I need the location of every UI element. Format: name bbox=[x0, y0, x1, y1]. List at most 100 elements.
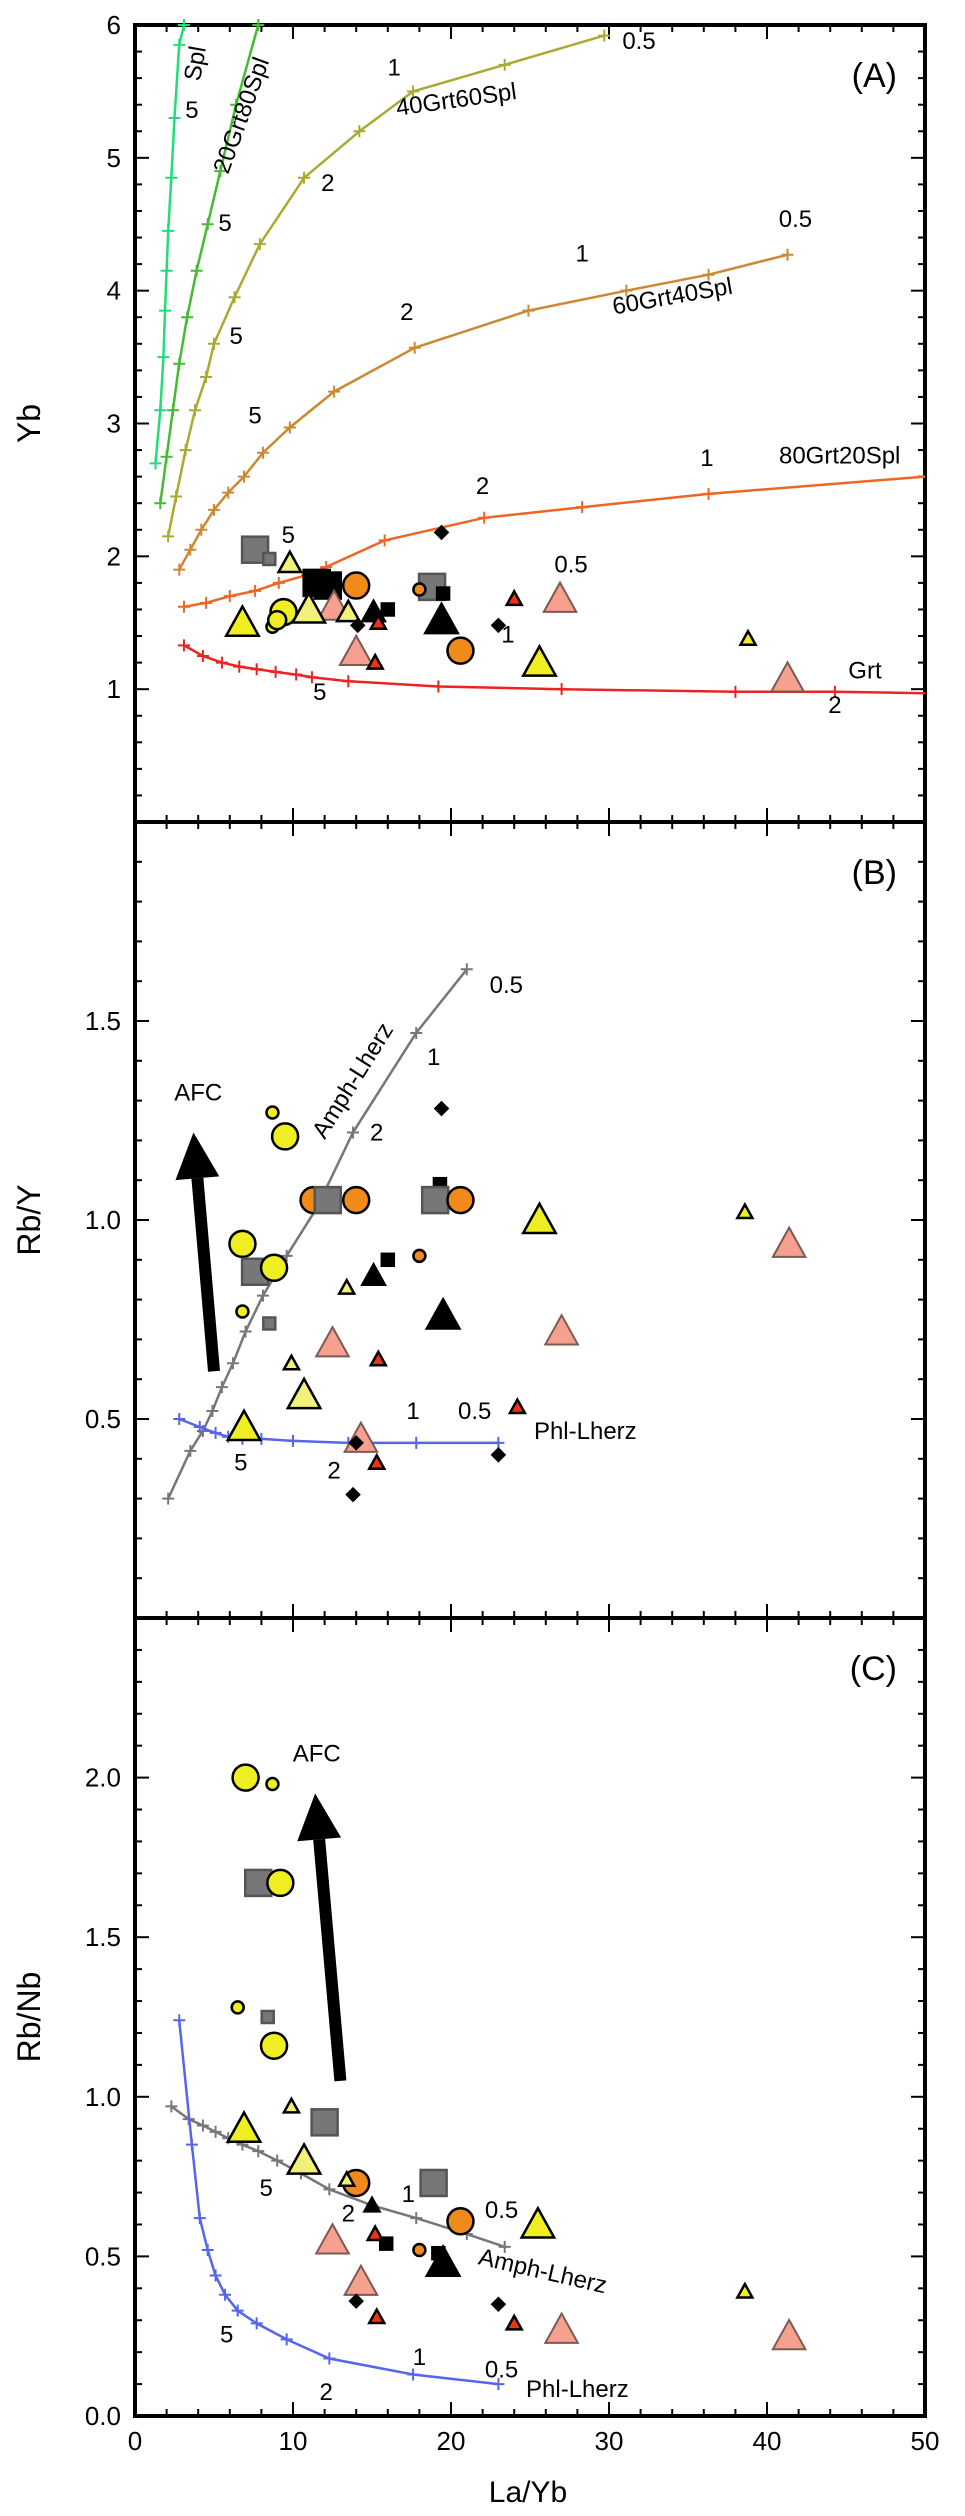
curve-tick-mark bbox=[620, 284, 633, 297]
curve-tick-mark bbox=[208, 503, 220, 516]
curve-tick-mark bbox=[219, 2288, 232, 2301]
sample-point-square bbox=[313, 571, 343, 600]
panel-label: (C) bbox=[850, 1650, 897, 1688]
sample-point-square bbox=[262, 551, 277, 567]
curve-tick-mark bbox=[208, 337, 220, 350]
curve-label: 1 bbox=[427, 1044, 440, 1071]
curve-tick-mark bbox=[165, 171, 178, 184]
sample-point-circle bbox=[259, 1253, 289, 1283]
curve-label: 1 bbox=[387, 54, 400, 81]
sample-point-triangle bbox=[735, 1201, 755, 1220]
curve-label: 2 bbox=[327, 1458, 340, 1485]
sample-point-triangle bbox=[543, 2311, 580, 2344]
sample-point-triangle bbox=[519, 2205, 557, 2239]
curve-tick-mark bbox=[195, 523, 208, 536]
x-tick-label: 10 bbox=[279, 2426, 308, 2456]
curve-label: Spl bbox=[179, 44, 212, 83]
curve-tick-mark bbox=[256, 1289, 269, 1302]
curve-tick-mark bbox=[201, 218, 214, 231]
sample-point-triangle bbox=[281, 1353, 302, 1371]
sample-point-triangle bbox=[423, 601, 460, 635]
curve-tick-mark bbox=[407, 2368, 420, 2381]
sample-point-triangle bbox=[224, 603, 261, 637]
sample-point-triangle bbox=[771, 2317, 808, 2351]
sample-point-triangle bbox=[276, 549, 304, 574]
curve-tick-mark bbox=[214, 165, 227, 178]
sample-point-circle bbox=[412, 1248, 427, 1264]
x-tick-label: 0 bbox=[128, 2426, 142, 2456]
curve-tick-mark bbox=[272, 576, 285, 589]
sample-point-triangle bbox=[507, 1396, 527, 1415]
afc-label: AFC bbox=[293, 1741, 341, 1768]
x-tick-label: 40 bbox=[753, 2426, 782, 2456]
curve-tick-mark bbox=[165, 2100, 178, 2113]
curve-label: 0.5 bbox=[485, 2197, 518, 2224]
curve-tick-mark bbox=[250, 663, 263, 676]
curve-tick-mark bbox=[177, 600, 190, 613]
curve-tick-mark bbox=[200, 596, 213, 609]
x-axis-title: La/Yb bbox=[489, 2476, 567, 2509]
curve-tick-mark bbox=[555, 683, 568, 696]
curve-tick-mark bbox=[252, 2145, 265, 2158]
y-tick-label: 0.5 bbox=[85, 2241, 121, 2271]
sample-point-triangle bbox=[424, 1296, 462, 1330]
sample-point-triangle bbox=[771, 1225, 808, 1258]
sample-point-square bbox=[419, 2168, 448, 2198]
curve-label: Grt bbox=[848, 658, 882, 685]
curve-tick-mark bbox=[323, 2183, 336, 2196]
sample-point-circle bbox=[446, 636, 475, 665]
curve-tick-mark bbox=[328, 385, 341, 398]
curve-tick-mark bbox=[576, 501, 589, 514]
plot-frame bbox=[133, 1616, 927, 2418]
curve-tick-mark bbox=[193, 1420, 206, 1433]
sample-point-triangle bbox=[367, 1452, 387, 1471]
curve-label: 0.5 bbox=[458, 1398, 491, 1425]
curve-tick-mark bbox=[305, 671, 318, 684]
sample-point-square bbox=[420, 1185, 450, 1215]
x-tick-label: 30 bbox=[595, 2426, 624, 2456]
model-curve-phl-lherz bbox=[177, 2020, 499, 2386]
curve-tick-mark bbox=[209, 2125, 222, 2138]
sample-point-triangle bbox=[542, 580, 578, 613]
curve-tick-mark bbox=[189, 404, 202, 417]
sample-point-triangle bbox=[504, 588, 524, 607]
curve-tick-mark bbox=[231, 2304, 244, 2317]
sample-point-triangle bbox=[504, 2313, 524, 2331]
curve-tick-mark bbox=[168, 111, 181, 124]
curve-tick-mark bbox=[154, 497, 167, 510]
curve-tick-mark bbox=[173, 563, 186, 576]
sample-point-circle bbox=[228, 1229, 257, 1259]
curve-tick-mark bbox=[253, 238, 266, 251]
sample-point-triangle bbox=[362, 2195, 382, 2213]
curve-tick-mark bbox=[492, 1436, 505, 1449]
sample-point-circle bbox=[412, 2242, 427, 2258]
sample-point-circle bbox=[412, 582, 427, 597]
afc-arrow-head bbox=[297, 1793, 342, 1842]
curve-tick-mark bbox=[215, 1381, 228, 1394]
sample-point-triangle bbox=[738, 628, 758, 646]
curve-tick-mark bbox=[196, 649, 209, 662]
curve-label: 1 bbox=[575, 240, 588, 267]
curve-tick-mark bbox=[190, 264, 203, 277]
curve-tick-mark bbox=[200, 371, 213, 384]
curve-tick-mark bbox=[249, 584, 262, 597]
curve-tick-mark bbox=[177, 19, 190, 31]
y-tick-label: 3 bbox=[107, 409, 121, 439]
sample-point-circle bbox=[231, 1763, 260, 1792]
curve-label: 5 bbox=[220, 2322, 233, 2349]
sample-point-triangle bbox=[365, 2223, 385, 2242]
curve-tick-mark bbox=[160, 450, 173, 463]
sample-point-square bbox=[260, 2009, 275, 2025]
sample-point-square bbox=[262, 1316, 277, 1331]
sample-point-triangle bbox=[337, 2169, 357, 2188]
panel-c-rb-nb-vs-la-yb: 0.0 0.5 1.0 1.5 2.0 0 10 20 30 40 50 Rb/Nb (C) Amph-L… bbox=[11, 1616, 939, 2456]
curve-label: 5 bbox=[313, 679, 326, 706]
curve-label: 60Grt40Spl bbox=[610, 273, 734, 321]
sample-point-triangle bbox=[225, 1408, 263, 1442]
curve-label: 5 bbox=[282, 522, 295, 549]
sample-point-square bbox=[310, 2108, 339, 2137]
curve-tick-mark bbox=[185, 2138, 198, 2151]
curve-tick-mark bbox=[271, 2154, 284, 2167]
